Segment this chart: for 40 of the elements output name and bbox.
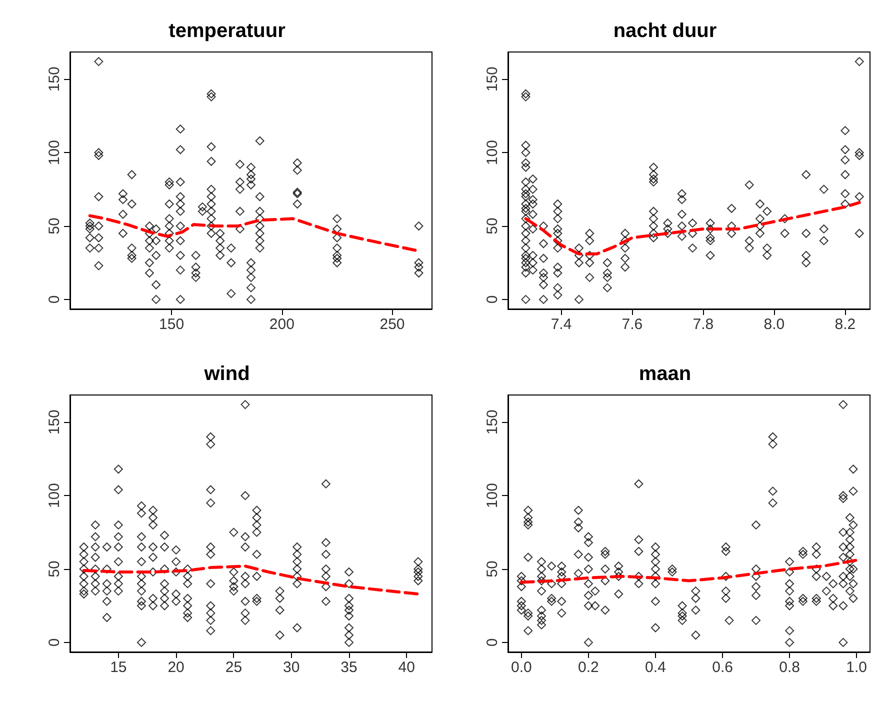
x-tick-label: 35 <box>340 659 358 676</box>
x-tick-label: 15 <box>110 659 127 676</box>
y-tick-label: 150 <box>484 66 501 92</box>
y-tick-label: 100 <box>484 140 501 166</box>
chart-title: temperatuur <box>168 20 286 42</box>
y-tick-label: 0 <box>484 638 501 647</box>
x-tick-label: 7.6 <box>622 316 643 333</box>
chart-title: maan <box>638 363 692 385</box>
chart-title: nacht duur <box>613 20 717 42</box>
x-tick-label: 0.8 <box>779 659 800 676</box>
y-tick-label: 0 <box>46 295 63 304</box>
y-tick-label: 50 <box>46 560 63 578</box>
y-tick-label: 0 <box>46 638 63 647</box>
x-tick-label: 200 <box>269 316 294 333</box>
x-tick-label: 250 <box>380 316 405 333</box>
x-tick-label: 0.0 <box>510 659 532 676</box>
x-tick-label: 0.2 <box>578 659 599 676</box>
y-tick-label: 100 <box>484 483 501 508</box>
y-tick-label: 100 <box>46 483 63 508</box>
y-tick-label: 150 <box>46 66 63 92</box>
x-tick-label: 0.6 <box>712 659 733 676</box>
y-tick-label: 50 <box>484 560 501 578</box>
chart-title: wind <box>203 363 250 385</box>
x-tick-label: 1.0 <box>846 659 868 676</box>
y-tick-label: 100 <box>46 140 63 166</box>
y-tick-label: 0 <box>484 295 501 304</box>
y-tick-label: 50 <box>484 218 501 234</box>
x-tick-label: 8.2 <box>834 316 856 333</box>
y-tick-label: 50 <box>46 218 63 234</box>
x-tick-label: 150 <box>159 316 184 333</box>
y-tick-label: 150 <box>46 410 63 435</box>
y-tick-label: 150 <box>484 410 501 435</box>
x-tick-label: 8.0 <box>764 316 785 333</box>
x-tick-label: 0.4 <box>645 659 666 676</box>
x-tick-label: 40 <box>398 659 415 676</box>
x-tick-label: 7.4 <box>550 316 572 333</box>
x-tick-label: 20 <box>168 659 184 676</box>
x-tick-label: 30 <box>283 659 300 676</box>
x-tick-label: 7.8 <box>692 316 714 333</box>
x-tick-label: 25 <box>225 659 242 676</box>
